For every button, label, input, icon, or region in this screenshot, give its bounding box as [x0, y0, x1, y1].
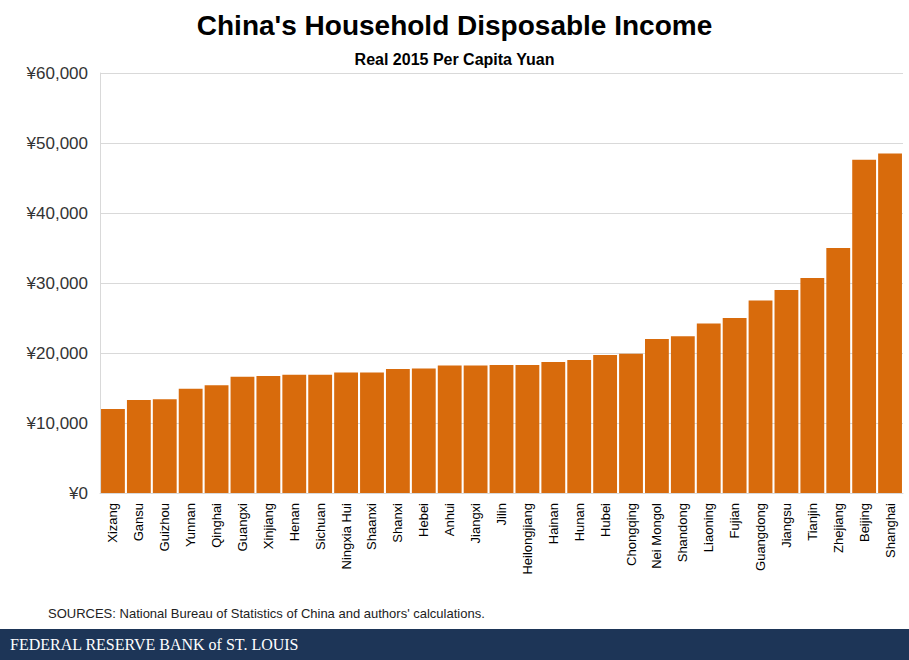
svg-text:Henan: Henan — [287, 503, 302, 541]
svg-text:Jiangsu: Jiangsu — [779, 503, 794, 548]
svg-text:¥30,000: ¥30,000 — [26, 274, 88, 293]
svg-text:¥60,000: ¥60,000 — [26, 64, 88, 83]
svg-text:Liaoning: Liaoning — [701, 503, 716, 552]
svg-text:¥40,000: ¥40,000 — [26, 204, 88, 223]
svg-text:Hainan: Hainan — [546, 503, 561, 544]
svg-text:Shaanxi: Shaanxi — [364, 503, 379, 550]
svg-text:Shanxi: Shanxi — [390, 503, 405, 543]
svg-text:Heilongjiang: Heilongjiang — [520, 503, 535, 575]
svg-text:¥0: ¥0 — [68, 484, 88, 503]
svg-text:Chongqing: Chongqing — [624, 503, 639, 566]
svg-text:Zhejiang: Zhejiang — [831, 503, 846, 553]
svg-text:¥10,000: ¥10,000 — [26, 414, 88, 433]
svg-text:Qinghai: Qinghai — [209, 503, 224, 548]
svg-text:Real 2015 Per Capita Yuan: Real 2015 Per Capita Yuan — [355, 51, 555, 68]
svg-text:China's Household Disposable I: China's Household Disposable Income — [197, 10, 712, 41]
svg-text:FEDERAL RESERVE BANK of ST. LO: FEDERAL RESERVE BANK of ST. LOUIS — [10, 636, 299, 653]
svg-text:SOURCES: National Bureau of St: SOURCES: National Bureau of Statistics o… — [48, 606, 485, 621]
svg-text:Hebei: Hebei — [416, 503, 431, 537]
svg-text:Ningxia Hui: Ningxia Hui — [339, 503, 354, 570]
svg-text:Xizang: Xizang — [105, 503, 120, 543]
svg-text:Shanghai: Shanghai — [883, 503, 898, 558]
svg-text:¥50,000: ¥50,000 — [26, 134, 88, 153]
svg-text:Fujian: Fujian — [727, 503, 742, 538]
svg-text:Nei Mongol: Nei Mongol — [649, 503, 664, 569]
svg-text:Hubei: Hubei — [598, 503, 613, 537]
svg-text:Xinjiang: Xinjiang — [261, 503, 276, 549]
svg-text:¥20,000: ¥20,000 — [26, 344, 88, 363]
svg-text:Hunan: Hunan — [572, 503, 587, 541]
svg-text:Tianjin: Tianjin — [805, 503, 820, 541]
svg-text:Jilin: Jilin — [494, 503, 509, 525]
svg-text:Yunnan: Yunnan — [183, 503, 198, 547]
svg-text:Gansu: Gansu — [131, 503, 146, 541]
svg-text:Guizhou: Guizhou — [157, 503, 172, 551]
svg-text:Sichuan: Sichuan — [313, 503, 328, 550]
svg-text:Shandong: Shandong — [675, 503, 690, 562]
svg-text:Guangdong: Guangdong — [753, 503, 768, 571]
svg-text:Jiangxi: Jiangxi — [468, 503, 483, 544]
svg-text:Anhui: Anhui — [442, 503, 457, 536]
svg-text:Guangxi: Guangxi — [235, 503, 250, 552]
svg-text:Beijing: Beijing — [857, 503, 872, 542]
